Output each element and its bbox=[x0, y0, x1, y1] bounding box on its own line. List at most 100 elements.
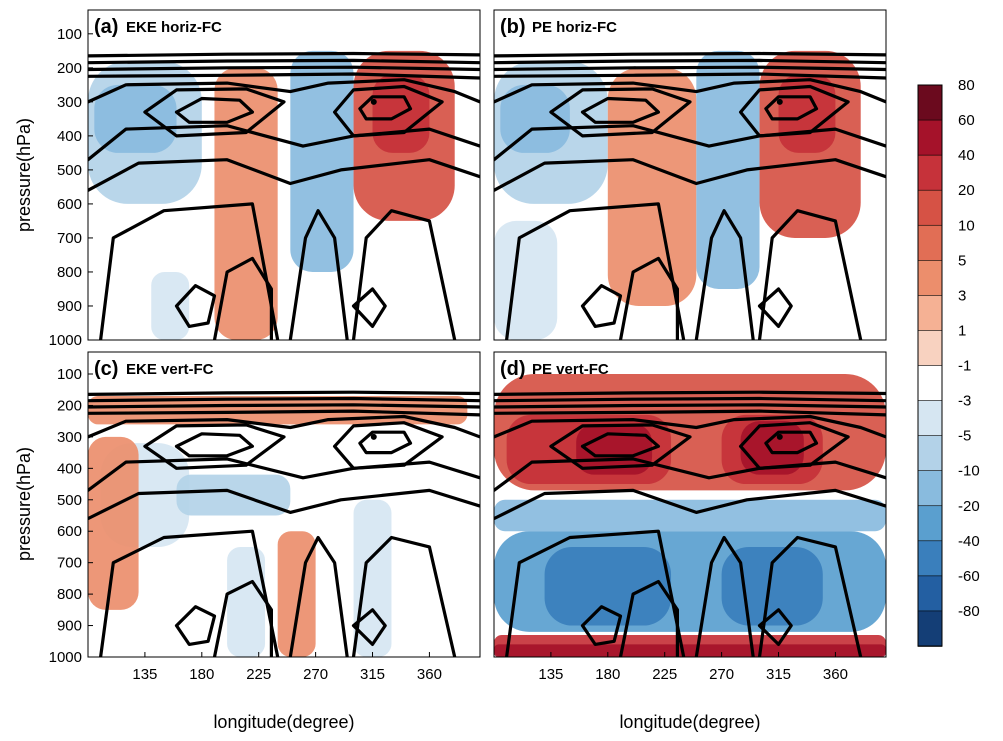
colorbar-label: -60 bbox=[958, 568, 980, 585]
colorbar-swatch bbox=[917, 575, 943, 612]
contour-line bbox=[505, 202, 686, 340]
contour-line bbox=[88, 396, 480, 403]
y-tick-label: 600 bbox=[57, 196, 82, 213]
colorbar: 80 60 40 20 10 5 3 1 -1 -3 -5 -10 -20 -40 -60 -80 bbox=[917, 77, 980, 647]
colorbar-label: -1 bbox=[958, 358, 971, 375]
contour-line bbox=[88, 58, 480, 65]
contour-line bbox=[174, 284, 217, 328]
contour-line bbox=[494, 403, 886, 409]
x-tick-label: 360 bbox=[417, 666, 442, 683]
panel-b: (b) PE horiz-FC bbox=[493, 9, 887, 341]
colorbar-frame bbox=[917, 84, 943, 647]
contour-line bbox=[174, 605, 217, 646]
x-tick-label: 315 bbox=[360, 666, 385, 683]
contour-line bbox=[494, 124, 886, 162]
panel-title: EKE horiz-FC bbox=[126, 19, 222, 36]
contour-line bbox=[494, 72, 886, 80]
colorbar-swatches bbox=[917, 84, 943, 647]
shading-region bbox=[494, 499, 886, 532]
colorbar-swatch bbox=[917, 435, 943, 472]
colorbar-label: 1 bbox=[958, 322, 966, 339]
x-tick-label: 135 bbox=[538, 666, 563, 683]
y-tick-label: 700 bbox=[57, 230, 82, 247]
contour-line bbox=[694, 535, 755, 657]
contour-layer bbox=[88, 390, 480, 657]
panel-frame bbox=[493, 351, 887, 658]
contour-layer bbox=[494, 390, 886, 657]
contour-line bbox=[288, 535, 349, 657]
contour-line bbox=[757, 535, 863, 657]
contour-line bbox=[494, 78, 886, 104]
contour-line bbox=[618, 256, 679, 340]
x-tick-label: 315 bbox=[766, 666, 791, 683]
y-tick-label: 1000 bbox=[49, 332, 82, 349]
colorbar-label: 60 bbox=[958, 112, 975, 129]
colorbar-swatch bbox=[917, 400, 943, 437]
contour-line bbox=[351, 608, 387, 646]
panel-d: (d) PE vert-FC 135 180 225 270 315 360 bbox=[493, 351, 887, 683]
colorbar-swatch bbox=[917, 295, 943, 332]
colorbar-swatch bbox=[917, 119, 943, 156]
contour-line bbox=[212, 256, 273, 340]
y-tick-label: 300 bbox=[57, 429, 82, 446]
contour-line bbox=[88, 158, 480, 192]
shading-region bbox=[227, 546, 266, 657]
contour-line bbox=[88, 72, 480, 80]
colorbar-label: -10 bbox=[958, 463, 980, 480]
y-tick-label: 1000 bbox=[49, 649, 82, 666]
colorbar-labels: 80 60 40 20 10 5 3 1 -1 -3 -5 -10 -20 -40 -60 -80 bbox=[958, 77, 980, 620]
contour-line bbox=[358, 95, 413, 121]
contour-line bbox=[494, 390, 886, 396]
contour-line bbox=[88, 409, 480, 417]
y-tick-label: 400 bbox=[57, 128, 82, 145]
contour-line bbox=[549, 87, 692, 138]
colorbar-swatch bbox=[917, 330, 943, 367]
contour-line bbox=[174, 432, 254, 458]
colorbar-label: 80 bbox=[958, 77, 975, 94]
contour-line bbox=[88, 65, 480, 72]
y-tick-label: 900 bbox=[57, 298, 82, 315]
shading-region bbox=[94, 84, 177, 153]
colorbar-label: 5 bbox=[958, 252, 966, 269]
y-tick-label: 200 bbox=[57, 397, 82, 414]
x-tick-label: 270 bbox=[709, 666, 734, 683]
x-axis: 135 180 225 270 315 360 bbox=[132, 652, 442, 683]
colorbar-label: -80 bbox=[958, 603, 980, 620]
colorbar-swatch bbox=[917, 505, 943, 542]
shading-region bbox=[151, 271, 190, 340]
contour-line bbox=[99, 529, 280, 657]
contour-line bbox=[351, 535, 457, 657]
contour-line bbox=[580, 605, 623, 646]
x-tick-label: 225 bbox=[652, 666, 677, 683]
colorbar-swatch bbox=[917, 154, 943, 191]
contour-line bbox=[494, 457, 886, 492]
contour-line bbox=[88, 403, 480, 409]
colorbar-swatch bbox=[917, 470, 943, 507]
panel-frame bbox=[87, 9, 481, 341]
contour-line bbox=[549, 423, 692, 470]
colorbar-swatch bbox=[917, 84, 943, 121]
x-axis-title-right: longitude(degree) bbox=[619, 712, 760, 732]
colorbar-label: 20 bbox=[958, 182, 975, 199]
contour-line bbox=[494, 58, 886, 65]
y-tick-label: 800 bbox=[57, 586, 82, 603]
shading-region bbox=[494, 644, 886, 657]
y-tick-label: 600 bbox=[57, 523, 82, 540]
contour-line bbox=[288, 209, 349, 340]
contour-line bbox=[143, 423, 286, 470]
shading-region bbox=[176, 474, 291, 516]
x-tick-label: 360 bbox=[823, 666, 848, 683]
panel-title: PE vert-FC bbox=[532, 361, 609, 378]
x-axis-title-left: longitude(degree) bbox=[213, 712, 354, 732]
contour-line bbox=[99, 202, 280, 340]
contour-line bbox=[580, 432, 660, 458]
y-tick-label: 500 bbox=[57, 162, 82, 179]
contour-line bbox=[88, 78, 480, 104]
y-axis-title-bottom: pressure(hPa) bbox=[14, 447, 34, 561]
x-tick-label: 225 bbox=[246, 666, 271, 683]
y-axis: 100 200 300 400 500 600 700 800 900 1000 bbox=[49, 26, 93, 349]
y-axis: 100 200 300 400 500 600 700 800 900 1000 bbox=[49, 366, 93, 666]
shading-layer bbox=[494, 374, 886, 657]
contour-line bbox=[764, 430, 819, 455]
y-tick-label: 200 bbox=[57, 60, 82, 77]
